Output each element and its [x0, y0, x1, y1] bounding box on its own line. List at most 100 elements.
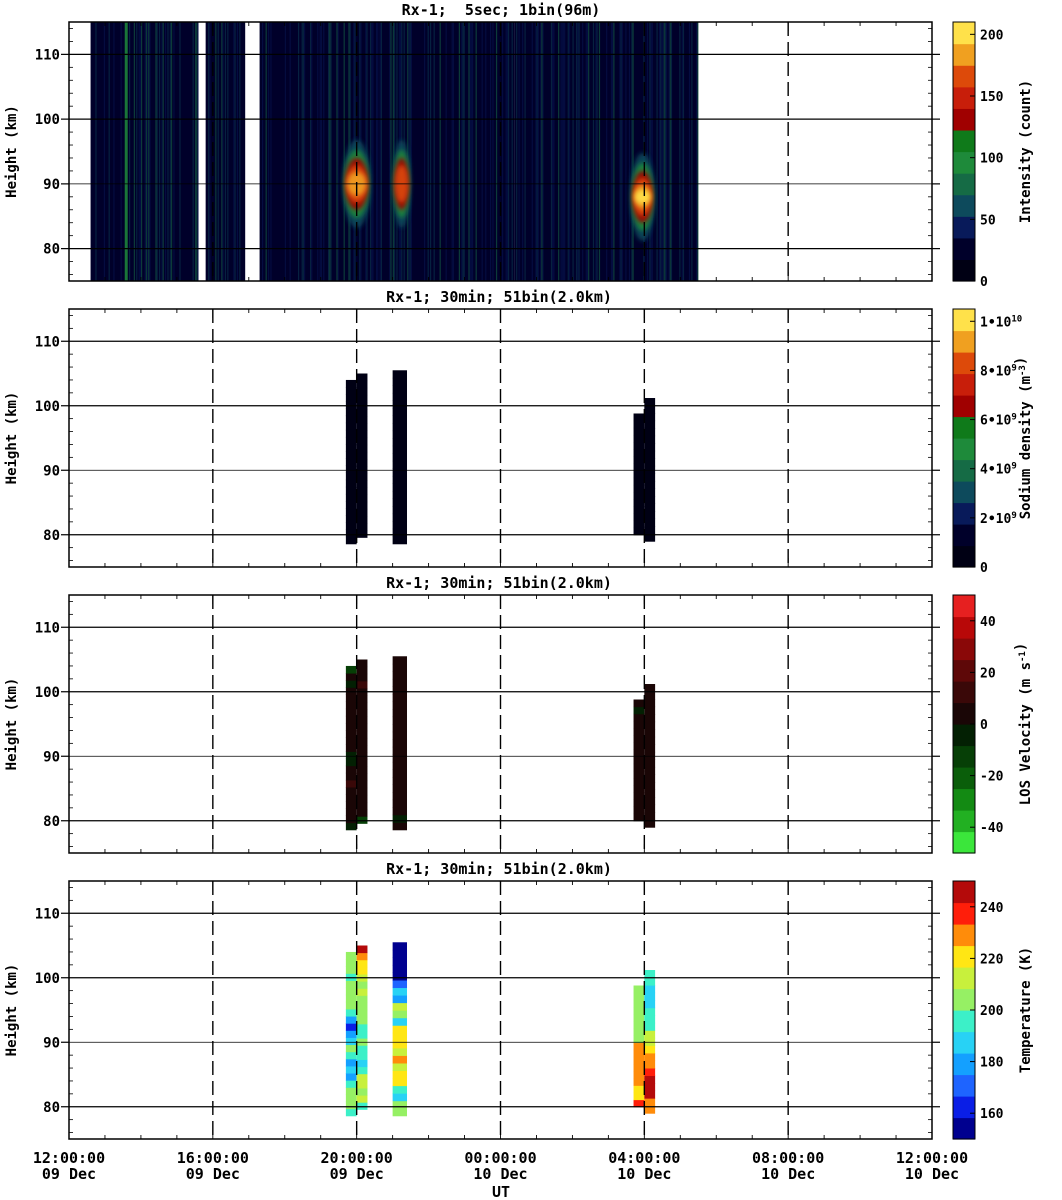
- data-cell: [633, 434, 645, 443]
- y-tick-label: 80: [43, 814, 60, 830]
- data-cell: [392, 656, 408, 665]
- colorbar-swatch: [953, 831, 975, 854]
- data-cell: [345, 1008, 357, 1017]
- intensity-streak: [393, 22, 396, 281]
- colorbar-label: Sodium density (m-3): [1013, 357, 1034, 520]
- intensity-streak: [663, 22, 665, 281]
- data-cell: [633, 1071, 645, 1079]
- intensity-streak: [662, 22, 664, 281]
- data-cell: [633, 520, 645, 529]
- data-cell: [356, 1080, 368, 1089]
- intensity-streak: [323, 22, 325, 281]
- colorbar-swatch: [953, 745, 975, 768]
- y-axis-label: Height (km): [4, 105, 20, 198]
- intensity-streak: [679, 22, 681, 281]
- data-cell: [356, 416, 368, 424]
- intensity-streak: [542, 22, 544, 281]
- x-tick-time: 04:00:00: [608, 1149, 680, 1167]
- intensity-streak: [301, 22, 303, 281]
- intensity-streak: [562, 22, 565, 281]
- data-cell: [356, 444, 368, 453]
- data-cell: [345, 1001, 357, 1010]
- colorbar-swatch: [953, 881, 975, 904]
- data-cell: [392, 1093, 408, 1102]
- data-cell: [356, 716, 368, 725]
- data-cell: [356, 966, 368, 975]
- intensity-streak: [371, 22, 373, 281]
- intensity-streak: [423, 22, 426, 281]
- intensity-streak: [375, 22, 378, 281]
- data-cell: [356, 380, 368, 389]
- data-cell: [392, 784, 408, 793]
- intensity-streak: [586, 22, 589, 281]
- colorbar-swatch: [953, 330, 975, 353]
- data-cell: [392, 972, 408, 981]
- intensity-streak: [128, 22, 131, 281]
- intensity-streak: [369, 22, 372, 281]
- data-cell: [356, 394, 368, 403]
- data-cell: [345, 994, 357, 1003]
- x-tick-time: 12:00:00: [896, 1149, 968, 1167]
- colorbar-swatch: [953, 1096, 975, 1119]
- intensity-streak: [297, 22, 300, 281]
- data-cell: [345, 744, 357, 752]
- data-cell: [345, 673, 357, 681]
- intensity-streak: [619, 22, 621, 281]
- colorbar-swatch: [953, 481, 975, 504]
- data-cell: [345, 401, 357, 409]
- colorbar-swatch: [953, 259, 975, 282]
- colorbar-tick-label: 150: [980, 90, 1004, 105]
- data-cell: [633, 1063, 645, 1072]
- intensity-streak: [139, 22, 141, 281]
- data-cell: [644, 744, 656, 753]
- data-cell: [644, 985, 656, 994]
- intensity-streak: [670, 22, 673, 281]
- intensity-streak: [227, 22, 229, 281]
- colorbar-tick-label: 180: [980, 1056, 1004, 1071]
- data-cell: [345, 1044, 357, 1053]
- data-cell: [356, 809, 368, 817]
- intensity-streak: [578, 22, 580, 281]
- data-cell: [345, 465, 357, 474]
- intensity-streak: [445, 22, 447, 281]
- data-cell: [633, 992, 645, 1001]
- colorbar-swatch: [953, 502, 975, 525]
- data-cell: [644, 495, 656, 505]
- intensity-streak: [162, 22, 164, 281]
- x-tick-date: 10 Dec: [473, 1165, 527, 1183]
- data-cell: [345, 715, 357, 724]
- data-cell: [644, 518, 656, 527]
- intensity-streak: [302, 22, 304, 281]
- intensity-streak: [161, 22, 163, 281]
- colorbar-swatch: [953, 1010, 975, 1033]
- intensity-streak: [452, 22, 454, 281]
- y-tick-label: 80: [43, 528, 60, 544]
- data-cell: [356, 437, 368, 446]
- data-cell: [356, 787, 368, 796]
- data-cell: [633, 1028, 645, 1036]
- data-cell: [644, 428, 656, 437]
- data-cell: [345, 493, 357, 502]
- intensity-streak: [610, 22, 613, 281]
- intensity-streak: [588, 22, 590, 281]
- intensity-streak: [209, 22, 211, 281]
- data-cell: [633, 513, 645, 521]
- data-cell: [633, 699, 645, 708]
- intensity-streak: [267, 22, 270, 281]
- intensity-streak: [540, 22, 542, 281]
- intensity-streak: [632, 22, 634, 281]
- data-cell: [356, 695, 368, 703]
- data-cell: [356, 780, 368, 789]
- data-cell: [633, 999, 645, 1008]
- data-cell: [392, 776, 408, 786]
- intensity-streak: [536, 22, 538, 281]
- data-cell: [644, 1045, 656, 1054]
- intensity-streak: [501, 22, 504, 281]
- intensity-streak: [582, 22, 584, 281]
- data-cell: [345, 429, 357, 438]
- intensity-streak: [145, 22, 147, 281]
- data-cell: [644, 443, 656, 452]
- data-cell: [392, 979, 408, 989]
- intensity-streak: [149, 22, 151, 281]
